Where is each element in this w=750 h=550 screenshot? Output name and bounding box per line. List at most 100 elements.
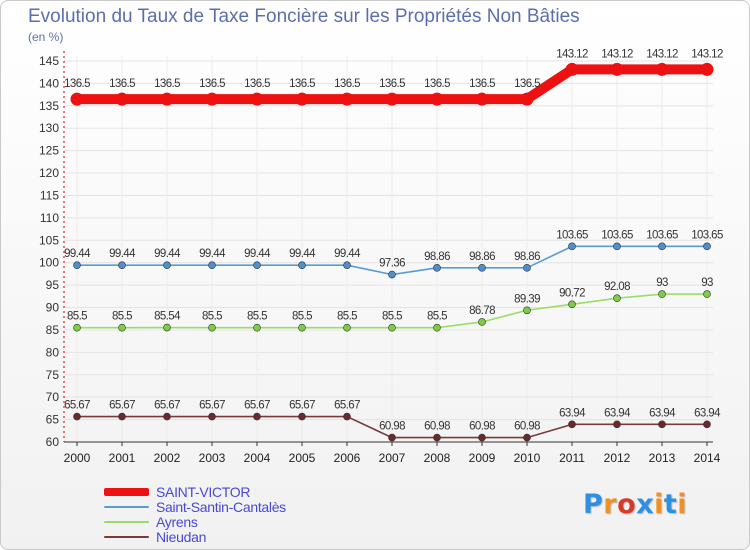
data-label-nieudan: 63.94 bbox=[694, 407, 721, 419]
data-point-ayrens bbox=[568, 300, 576, 309]
y-tick-label: 140 bbox=[39, 76, 59, 90]
data-point-saint-santin-cantal-s bbox=[433, 264, 441, 272]
y-tick-label: 65 bbox=[46, 413, 60, 427]
data-label-saint-victor: 136.5 bbox=[289, 78, 315, 90]
data-label-nieudan: 63.94 bbox=[604, 407, 631, 419]
data-point-nieudan bbox=[298, 412, 306, 421]
legend-swatch bbox=[104, 488, 149, 496]
data-label-nieudan: 60.98 bbox=[424, 421, 450, 433]
data-point-nieudan bbox=[253, 412, 261, 421]
data-label-nieudan: 65.67 bbox=[244, 400, 270, 412]
data-label-nieudan: 63.94 bbox=[649, 407, 676, 419]
data-point-saint-santin-cantal-s bbox=[523, 264, 531, 272]
data-point-nieudan bbox=[73, 412, 81, 421]
data-point-nieudan bbox=[388, 433, 396, 442]
data-point-saint-santin-cantal-s bbox=[298, 261, 306, 270]
data-label-nieudan: 60.98 bbox=[469, 421, 495, 433]
data-label-ayrens: 90.72 bbox=[559, 287, 585, 299]
data-point-saint-victor bbox=[70, 92, 84, 106]
line-chart: 60 65 70 75 80 85 90 95 100 105 110 115 120 125 130 135… bbox=[39, 48, 724, 465]
data-label-saint-santin-cantal-s: 98.86 bbox=[424, 251, 450, 263]
data-point-saint-victor bbox=[340, 92, 354, 106]
y-tick-label: 110 bbox=[40, 211, 59, 225]
data-label-nieudan: 65.67 bbox=[289, 400, 315, 412]
y-tick-label: 105 bbox=[39, 233, 59, 247]
data-point-saint-victor bbox=[700, 62, 714, 76]
data-point-ayrens bbox=[163, 323, 171, 332]
x-tick-label: 2012 bbox=[604, 451, 631, 465]
data-point-saint-santin-cantal-s bbox=[613, 242, 621, 251]
y-tick-label: 130 bbox=[39, 121, 59, 135]
x-tick-label: 2013 bbox=[649, 451, 676, 465]
data-label-saint-victor: 136.5 bbox=[424, 78, 450, 90]
y-tick-label: 145 bbox=[39, 54, 59, 68]
data-point-nieudan bbox=[703, 420, 711, 429]
legend-swatch bbox=[104, 536, 149, 538]
legend-swatch bbox=[104, 521, 149, 523]
data-label-saint-santin-cantal-s: 103.65 bbox=[691, 229, 723, 241]
data-point-saint-santin-cantal-s bbox=[658, 242, 666, 251]
x-tick-label: 2000 bbox=[64, 451, 91, 465]
data-label-saint-victor: 136.5 bbox=[244, 78, 270, 90]
legend-label: Nieudan bbox=[156, 529, 207, 545]
data-label-ayrens: 93 bbox=[656, 277, 668, 289]
data-point-saint-victor bbox=[475, 92, 489, 106]
data-label-ayrens: 85.5 bbox=[112, 311, 132, 323]
data-label-saint-victor: 143.12 bbox=[646, 48, 678, 60]
x-tick-label: 2001 bbox=[109, 451, 136, 465]
data-point-nieudan bbox=[208, 412, 216, 421]
data-point-nieudan bbox=[433, 433, 441, 442]
data-label-ayrens: 93 bbox=[701, 277, 713, 289]
data-label-nieudan: 60.98 bbox=[379, 421, 405, 433]
y-tick-label: 100 bbox=[39, 256, 59, 270]
x-tick-label: 2004 bbox=[244, 451, 271, 465]
data-label-nieudan: 65.67 bbox=[154, 400, 180, 412]
x-tick-label: 2009 bbox=[469, 451, 496, 465]
data-label-ayrens: 86.78 bbox=[469, 305, 495, 317]
data-point-saint-victor bbox=[160, 92, 174, 106]
legend-swatch bbox=[104, 506, 149, 508]
data-label-ayrens: 85.54 bbox=[154, 311, 181, 323]
legend-label: Saint-Santin-Cantalès bbox=[156, 499, 286, 515]
data-point-saint-victor bbox=[205, 92, 219, 106]
y-tick-label: 95 bbox=[46, 278, 60, 292]
data-label-ayrens: 85.5 bbox=[427, 311, 447, 323]
data-label-saint-santin-cantal-s: 99.44 bbox=[244, 248, 271, 260]
x-tick-label: 2007 bbox=[379, 451, 406, 465]
data-point-ayrens bbox=[73, 323, 81, 332]
data-label-saint-santin-cantal-s: 99.44 bbox=[199, 248, 226, 260]
data-point-nieudan bbox=[613, 420, 621, 429]
x-tick-label: 2011 bbox=[559, 451, 585, 465]
data-label-saint-victor: 136.5 bbox=[334, 78, 360, 90]
data-label-saint-victor: 136.5 bbox=[199, 78, 225, 90]
data-label-saint-santin-cantal-s: 99.44 bbox=[109, 248, 136, 260]
data-point-saint-santin-cantal-s bbox=[253, 261, 261, 270]
data-label-nieudan: 63.94 bbox=[559, 407, 586, 419]
data-point-saint-victor bbox=[430, 92, 444, 106]
data-point-ayrens bbox=[298, 323, 306, 332]
legend-label: Ayrens bbox=[156, 514, 198, 530]
data-point-ayrens bbox=[523, 306, 531, 315]
data-label-ayrens: 85.5 bbox=[67, 311, 87, 323]
data-label-saint-santin-cantal-s: 103.65 bbox=[556, 229, 588, 241]
data-point-nieudan bbox=[343, 412, 351, 421]
data-point-saint-victor bbox=[115, 92, 129, 106]
data-point-ayrens bbox=[208, 323, 216, 332]
data-point-ayrens bbox=[703, 290, 711, 298]
y-tick-label: 120 bbox=[39, 166, 59, 180]
data-point-nieudan bbox=[523, 433, 531, 442]
data-label-saint-victor: 143.12 bbox=[691, 48, 723, 60]
data-label-ayrens: 85.5 bbox=[337, 311, 357, 323]
x-tick-label: 2003 bbox=[199, 451, 226, 465]
data-label-saint-santin-cantal-s: 99.44 bbox=[334, 248, 361, 260]
data-label-saint-victor: 143.12 bbox=[556, 48, 588, 60]
y-tick-label: 90 bbox=[46, 301, 60, 315]
data-point-nieudan bbox=[568, 420, 576, 429]
data-label-ayrens: 92.08 bbox=[604, 281, 630, 293]
data-point-saint-santin-cantal-s bbox=[478, 264, 486, 272]
legend-label: SAINT-VICTOR bbox=[156, 484, 251, 500]
y-tick-label: 75 bbox=[46, 368, 60, 382]
x-tick-label: 2002 bbox=[154, 451, 181, 465]
y-axis-unit: (en %) bbox=[28, 30, 64, 44]
